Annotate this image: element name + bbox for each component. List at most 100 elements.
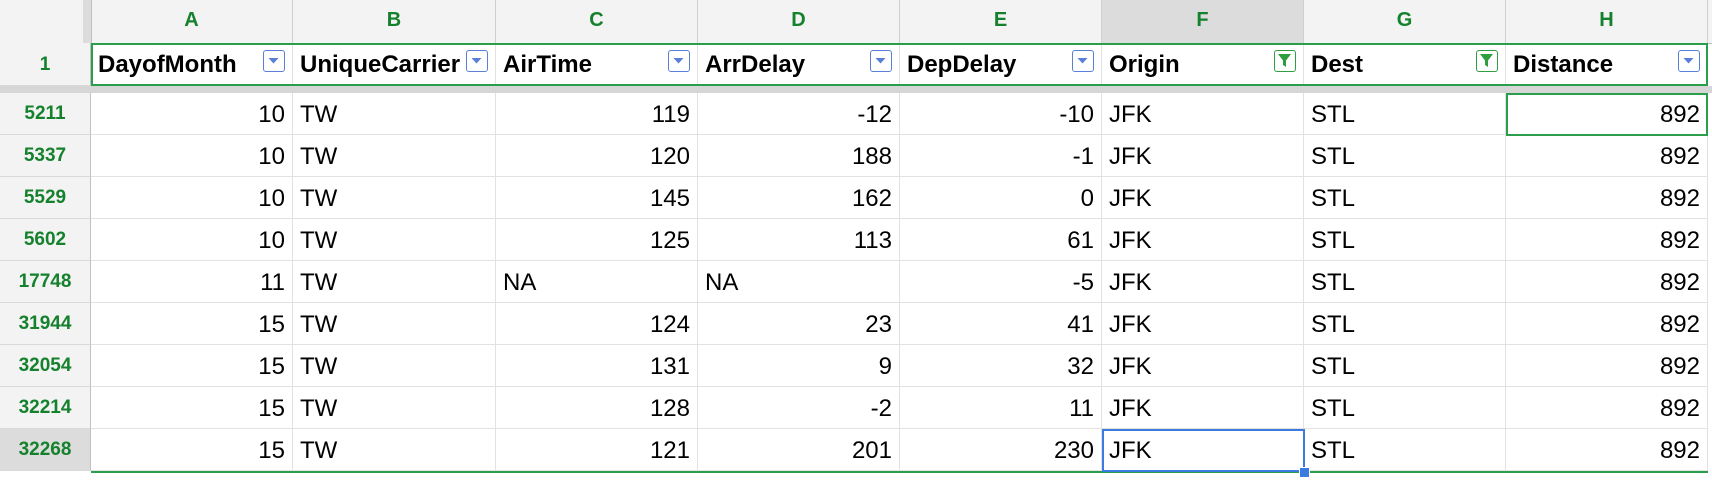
cell-d5529[interactable]: 162 <box>698 177 900 219</box>
row-header-5337[interactable]: 5337 <box>0 135 91 177</box>
cell-h31944[interactable]: 892 <box>1506 303 1708 345</box>
cell-c5602[interactable]: 125 <box>496 219 698 261</box>
cell-h17748[interactable]: 892 <box>1506 261 1708 303</box>
cell-h5211[interactable]: 892 <box>1506 93 1708 135</box>
row-header-32268[interactable]: 32268 <box>0 429 91 471</box>
cell-h32214[interactable]: 892 <box>1506 387 1708 429</box>
cell-c32214[interactable]: 128 <box>496 387 698 429</box>
cell-e5211[interactable]: -10 <box>900 93 1102 135</box>
cell-g32268[interactable]: STL <box>1304 429 1506 471</box>
column-header-h[interactable]: H <box>1506 0 1708 43</box>
cell-f5529[interactable]: JFK <box>1102 177 1304 219</box>
cell-e32214[interactable]: 11 <box>900 387 1102 429</box>
cell-b5529[interactable]: TW <box>293 177 496 219</box>
header-cell-depdelay[interactable]: DepDelay <box>900 43 1102 86</box>
filter-dropdown-button[interactable] <box>466 50 488 72</box>
cell-d5337[interactable]: 188 <box>698 135 900 177</box>
cell-c17748[interactable]: NA <box>496 261 698 303</box>
cell-a32054[interactable]: 15 <box>91 345 293 387</box>
filter-active-button[interactable] <box>1274 50 1296 72</box>
cell-g5602[interactable]: STL <box>1304 219 1506 261</box>
cell-g17748[interactable]: STL <box>1304 261 1506 303</box>
column-header-e[interactable]: E <box>900 0 1102 43</box>
cell-c32054[interactable]: 131 <box>496 345 698 387</box>
cell-b31944[interactable]: TW <box>293 303 496 345</box>
frozen-row-divider[interactable] <box>0 86 1712 93</box>
cell-g5529[interactable]: STL <box>1304 177 1506 219</box>
fill-handle[interactable] <box>1299 467 1310 478</box>
cell-g32214[interactable]: STL <box>1304 387 1506 429</box>
column-header-b[interactable]: B <box>293 0 496 43</box>
cell-e5337[interactable]: -1 <box>900 135 1102 177</box>
cell-f5337[interactable]: JFK <box>1102 135 1304 177</box>
cell-a5602[interactable]: 10 <box>91 219 293 261</box>
header-cell-uniquecarrier[interactable]: UniqueCarrier <box>293 43 496 86</box>
cell-g5211[interactable]: STL <box>1304 93 1506 135</box>
cell-g31944[interactable]: STL <box>1304 303 1506 345</box>
cell-a32214[interactable]: 15 <box>91 387 293 429</box>
column-header-a[interactable]: A <box>91 0 293 43</box>
cell-e32054[interactable]: 32 <box>900 345 1102 387</box>
cell-b32268[interactable]: TW <box>293 429 496 471</box>
cell-b5602[interactable]: TW <box>293 219 496 261</box>
cell-d32214[interactable]: -2 <box>698 387 900 429</box>
filter-dropdown-button[interactable] <box>870 50 892 72</box>
cell-h32268[interactable]: 892 <box>1506 429 1708 471</box>
cell-a5337[interactable]: 10 <box>91 135 293 177</box>
cell-b32214[interactable]: TW <box>293 387 496 429</box>
row-header-5602[interactable]: 5602 <box>0 219 91 261</box>
cell-a5529[interactable]: 10 <box>91 177 293 219</box>
cell-d17748[interactable]: NA <box>698 261 900 303</box>
cell-d5602[interactable]: 113 <box>698 219 900 261</box>
cell-e5602[interactable]: 61 <box>900 219 1102 261</box>
cell-c32268[interactable]: 121 <box>496 429 698 471</box>
cell-a17748[interactable]: 11 <box>91 261 293 303</box>
cell-b17748[interactable]: TW <box>293 261 496 303</box>
cell-e31944[interactable]: 41 <box>900 303 1102 345</box>
cell-c5337[interactable]: 120 <box>496 135 698 177</box>
cell-e32268[interactable]: 230 <box>900 429 1102 471</box>
row-header-32054[interactable]: 32054 <box>0 345 91 387</box>
cell-b5337[interactable]: TW <box>293 135 496 177</box>
row-header-5211[interactable]: 5211 <box>0 93 91 135</box>
cell-f31944[interactable]: JFK <box>1102 303 1304 345</box>
row-header-1[interactable]: 1 <box>0 43 91 86</box>
filter-dropdown-button[interactable] <box>1072 50 1094 72</box>
cell-c31944[interactable]: 124 <box>496 303 698 345</box>
row-header-31944[interactable]: 31944 <box>0 303 91 345</box>
row-header-17748[interactable]: 17748 <box>0 261 91 303</box>
cell-a31944[interactable]: 15 <box>91 303 293 345</box>
column-header-d[interactable]: D <box>698 0 900 43</box>
filter-active-button[interactable] <box>1476 50 1498 72</box>
cell-b5211[interactable]: TW <box>293 93 496 135</box>
select-all-corner[interactable] <box>0 0 92 43</box>
cell-f5211[interactable]: JFK <box>1102 93 1304 135</box>
cell-e5529[interactable]: 0 <box>900 177 1102 219</box>
row-header-5529[interactable]: 5529 <box>0 177 91 219</box>
freeze-handle[interactable] <box>83 0 91 43</box>
column-header-f[interactable]: F <box>1102 0 1304 43</box>
cell-h5337[interactable]: 892 <box>1506 135 1708 177</box>
cell-g32054[interactable]: STL <box>1304 345 1506 387</box>
cell-d32268[interactable]: 201 <box>698 429 900 471</box>
column-header-c[interactable]: C <box>496 0 698 43</box>
row-header-32214[interactable]: 32214 <box>0 387 91 429</box>
cell-f17748[interactable]: JFK <box>1102 261 1304 303</box>
cell-g5337[interactable]: STL <box>1304 135 1506 177</box>
cell-c5529[interactable]: 145 <box>496 177 698 219</box>
cell-d5211[interactable]: -12 <box>698 93 900 135</box>
cell-f32054[interactable]: JFK <box>1102 345 1304 387</box>
cell-h32054[interactable]: 892 <box>1506 345 1708 387</box>
column-header-g[interactable]: G <box>1304 0 1506 43</box>
cell-b32054[interactable]: TW <box>293 345 496 387</box>
filter-dropdown-button[interactable] <box>1678 50 1700 72</box>
filter-dropdown-button[interactable] <box>263 50 285 72</box>
header-cell-origin[interactable]: Origin <box>1102 43 1304 86</box>
cell-f5602[interactable]: JFK <box>1102 219 1304 261</box>
cell-h5602[interactable]: 892 <box>1506 219 1708 261</box>
cell-a5211[interactable]: 10 <box>91 93 293 135</box>
cell-d31944[interactable]: 23 <box>698 303 900 345</box>
filter-dropdown-button[interactable] <box>668 50 690 72</box>
cell-f32268[interactable]: JFK <box>1102 429 1304 471</box>
header-cell-dayofmonth[interactable]: DayofMonth <box>91 43 293 86</box>
